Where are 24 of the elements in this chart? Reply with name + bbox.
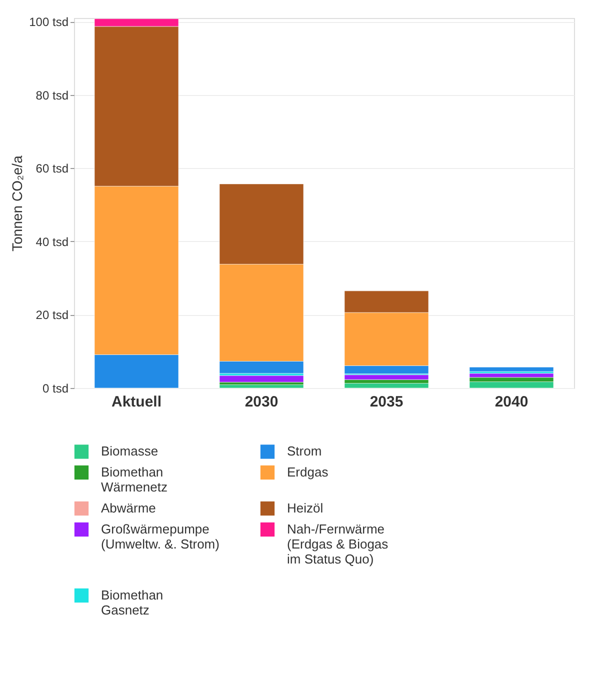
x-tick-label: Aktuell [111, 394, 162, 410]
y-axis-title: Tonnen CO₂e/a [9, 155, 26, 252]
legend-label: Nah-/Fernwärme (Erdgas & Biogas im Status Quo) [287, 522, 389, 566]
y-tick-label: 100 tsd [29, 15, 68, 30]
legend-label: Biomethan Gasnetz [101, 588, 164, 618]
legend-label: Biomethan Wärmenetz [101, 464, 168, 494]
bar [219, 384, 304, 388]
legend-label: Erdgas [287, 464, 329, 480]
legend-label: Heizöl [287, 500, 324, 516]
legend-label: Strom [287, 444, 322, 459]
x-tick-label: 2040 [494, 394, 528, 410]
y-tick-label: 0 tsd [42, 382, 68, 396]
legend-label: Großwärmepumpe (Umweltw. &. Strom) [101, 522, 220, 552]
x-tick-label: 2035 [370, 394, 404, 410]
y-tick-label: 60 tsd [36, 162, 68, 176]
legend-label: Abwärme [101, 500, 156, 516]
x-tick-label: 2030 [244, 394, 278, 410]
bar [344, 383, 429, 388]
y-tick-label: 80 tsd [36, 88, 68, 102]
bar [469, 382, 554, 388]
bar [219, 375, 304, 382]
y-tick-label: 20 tsd [36, 308, 68, 322]
y-tick-label: 40 tsd [36, 234, 68, 249]
legend-label: Biomasse [101, 444, 158, 459]
